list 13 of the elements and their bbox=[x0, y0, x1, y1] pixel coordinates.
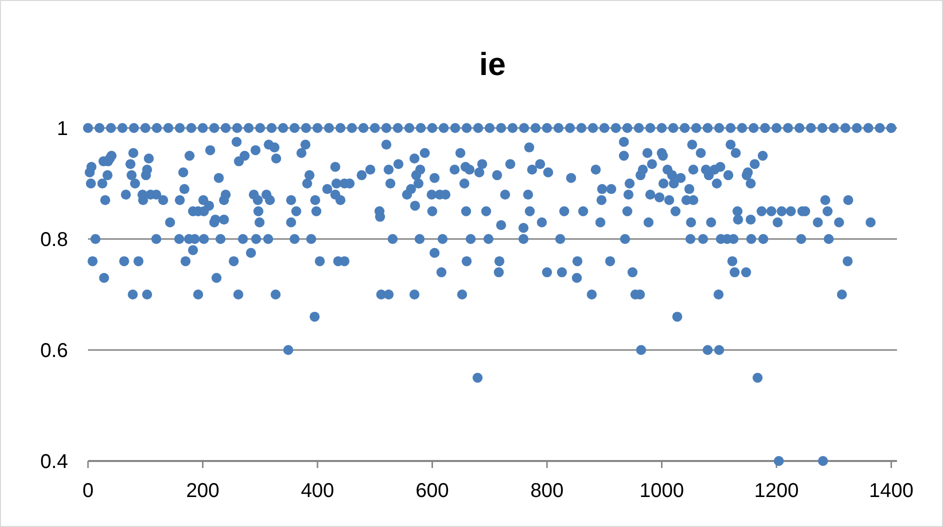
x-tick-label: 800 bbox=[530, 480, 564, 502]
y-tick-label: 0.6 bbox=[40, 340, 68, 362]
x-tick-label: 0 bbox=[82, 480, 94, 502]
x-tick-label: 400 bbox=[300, 480, 334, 502]
x-tick-label: 1000 bbox=[640, 480, 684, 502]
y-tick-label: 1 bbox=[56, 118, 68, 140]
x-tick-label: 1400 bbox=[869, 480, 914, 502]
chart-title: ie bbox=[479, 46, 506, 82]
x-tick-label: 1200 bbox=[754, 480, 799, 502]
y-tick-label: 0.4 bbox=[40, 451, 68, 473]
x-tick-label: 600 bbox=[416, 480, 449, 502]
x-tick-label: 200 bbox=[186, 480, 220, 502]
y-tick-label: 0.8 bbox=[40, 229, 68, 251]
